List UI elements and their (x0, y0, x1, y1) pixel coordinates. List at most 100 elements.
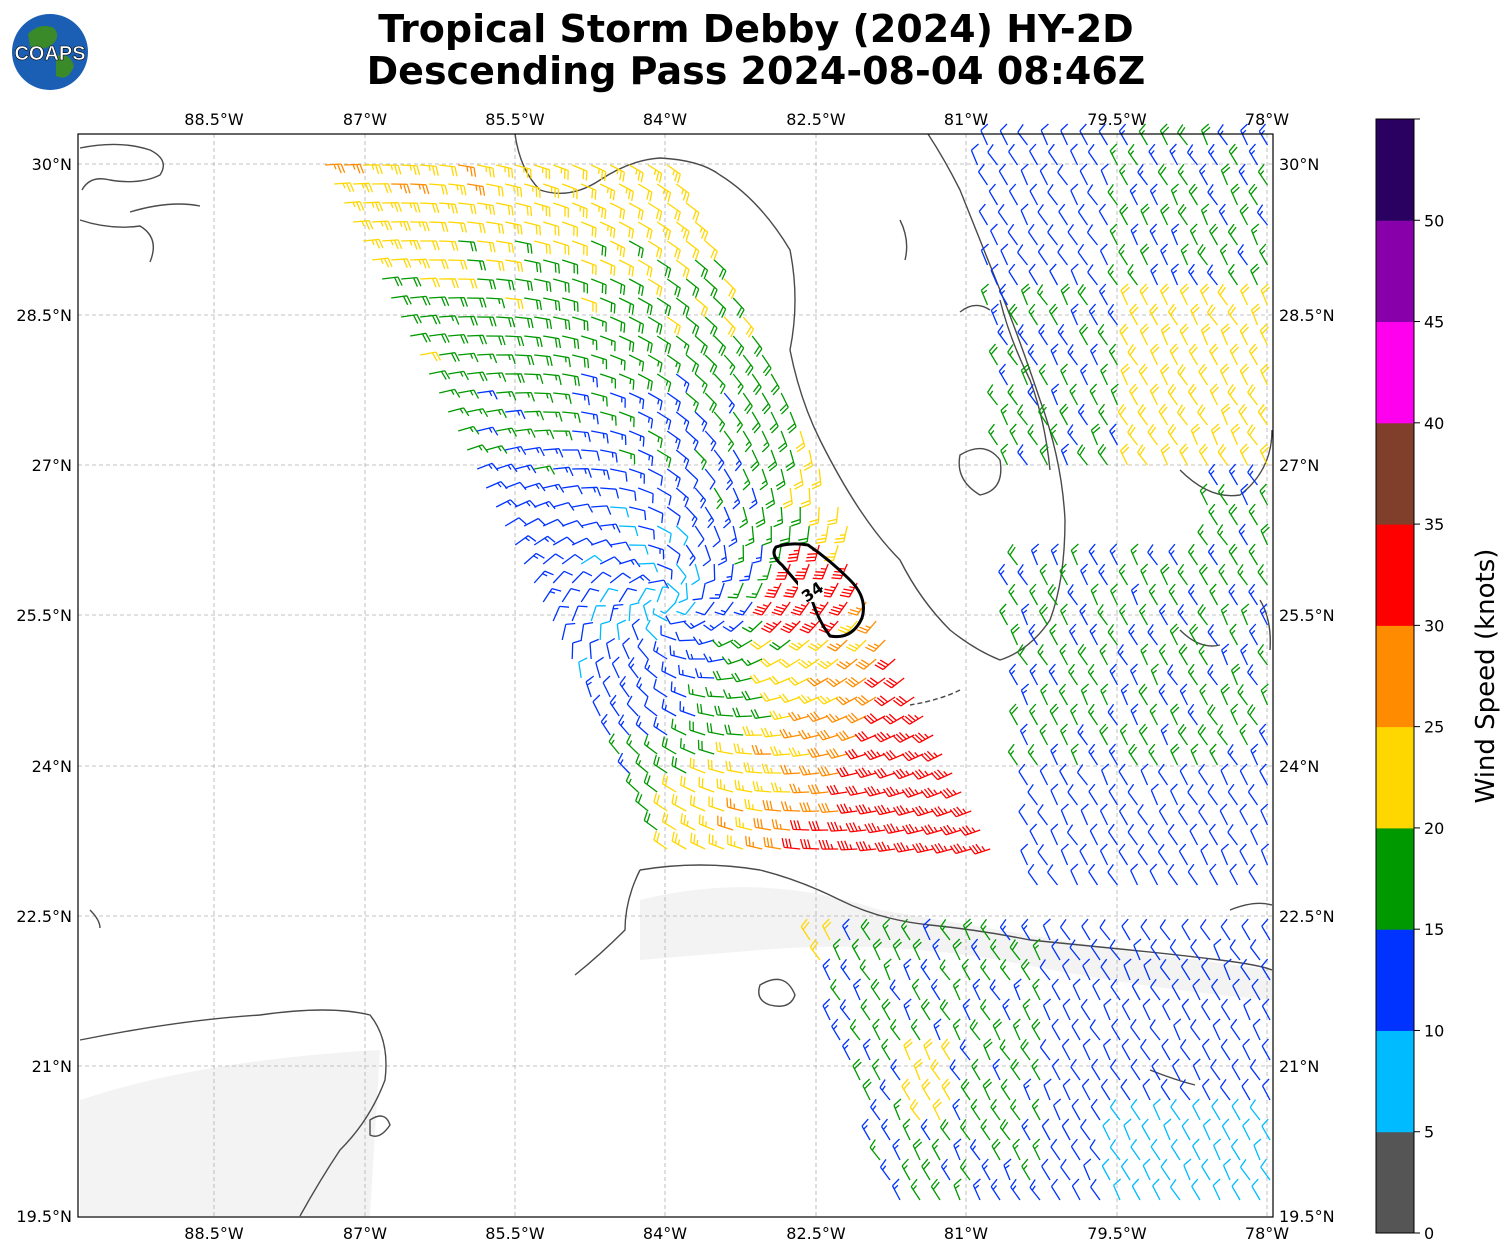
wind-barb (1123, 1118, 1132, 1141)
wind-barb (661, 736, 677, 755)
wind-barb (1257, 564, 1269, 586)
wind-barb (705, 686, 725, 698)
wind-barb (837, 620, 858, 634)
wind-barb (1117, 403, 1129, 426)
colorbar-tick-label: 5 (1424, 1123, 1434, 1142)
wind-barb (1070, 1058, 1081, 1081)
wind-barb (704, 278, 718, 299)
wind-barb (1060, 363, 1069, 386)
wind-barb (1111, 1018, 1121, 1041)
wind-barb (696, 703, 715, 717)
wind-barb (439, 164, 458, 177)
wind-barb (675, 449, 690, 470)
wind-barb (1053, 1098, 1062, 1121)
wind-barb (486, 259, 505, 272)
wind-barb (429, 259, 449, 270)
wind-barb (815, 525, 829, 544)
wind-barb (1189, 223, 1199, 246)
wind-barb (553, 392, 572, 405)
wind-barb (1020, 1038, 1031, 1061)
wind-barb (761, 430, 770, 453)
wind-barb (1090, 938, 1101, 961)
wind-barb (752, 601, 772, 616)
wind-barb (862, 1038, 871, 1061)
wind-barb (826, 639, 848, 652)
graticule (78, 134, 1273, 1216)
wind-barb (448, 259, 468, 270)
wind-barb (1162, 998, 1171, 1021)
wind-barb (618, 373, 635, 390)
wind-barb (1187, 703, 1199, 726)
wind-barb (751, 335, 763, 357)
wind-barb (1217, 284, 1229, 306)
wind-barb (1207, 664, 1219, 686)
wind-barb (1071, 1098, 1081, 1121)
wind-barb (768, 675, 791, 685)
wind-barb (553, 278, 570, 293)
wind-barb (930, 806, 953, 817)
wind-barb (750, 449, 760, 472)
wind-barb (697, 739, 715, 755)
wind-barb (647, 392, 663, 411)
wind-barb (552, 570, 573, 584)
wind-barb (485, 481, 508, 490)
wind-barb (591, 392, 608, 407)
wind-barb (477, 316, 497, 327)
wind-barb (1070, 1138, 1081, 1161)
wind-barb (1219, 1079, 1231, 1101)
wind-barb (1120, 283, 1130, 306)
wind-barb (846, 639, 867, 652)
wind-barb (543, 411, 563, 422)
wind-barb (854, 767, 877, 779)
wind-barb (561, 221, 578, 237)
wind-barb (1158, 603, 1169, 626)
wind-barb (1120, 683, 1129, 706)
wind-barb (420, 240, 440, 251)
wind-barb (1058, 683, 1069, 706)
wind-barb (1109, 423, 1119, 446)
wind-barb (486, 408, 507, 419)
wind-barb (515, 202, 533, 217)
wind-barb (892, 768, 915, 780)
wind-barb (429, 370, 451, 380)
wind-barb (818, 839, 839, 850)
wind-barb (1050, 543, 1059, 566)
wind-barb (1149, 1019, 1161, 1041)
wind-barb (1071, 1178, 1081, 1201)
wind-barb (1008, 263, 1019, 286)
wind-barb (1020, 283, 1031, 306)
wind-barb (1248, 183, 1259, 206)
wind-barb (1028, 263, 1039, 286)
wind-barb (1170, 783, 1179, 806)
wind-barb (334, 182, 355, 193)
wind-barb (591, 430, 609, 444)
wind-barb (1077, 724, 1089, 746)
wind-barb (769, 746, 791, 756)
wind-barb (496, 240, 515, 254)
wind-barb (982, 1078, 993, 1101)
wind-barb (901, 714, 924, 725)
wind-barb (562, 373, 580, 387)
coastlines (79, 133, 1273, 1217)
wind-barb (863, 785, 886, 797)
wind-barb (714, 705, 734, 717)
wind-barb (861, 1118, 871, 1141)
wind-barb (595, 656, 604, 679)
wind-barb (505, 221, 523, 235)
wind-barb (1260, 363, 1270, 386)
lat-label: 22.5°N (1279, 907, 1335, 926)
wind-barb (647, 278, 663, 297)
wind-barb (1039, 959, 1051, 981)
lon-label: 78°W (1245, 1224, 1289, 1243)
wind-barb (643, 811, 658, 831)
wind-barb (969, 1019, 981, 1041)
wind-barb (1042, 998, 1052, 1021)
wind-barb (1049, 423, 1059, 446)
wind-barb (1222, 1158, 1231, 1181)
wind-barb (685, 240, 700, 260)
wind-barb (920, 958, 931, 981)
wind-barb (930, 1178, 941, 1201)
wind-barb (628, 468, 645, 484)
wind-barb (448, 333, 469, 344)
